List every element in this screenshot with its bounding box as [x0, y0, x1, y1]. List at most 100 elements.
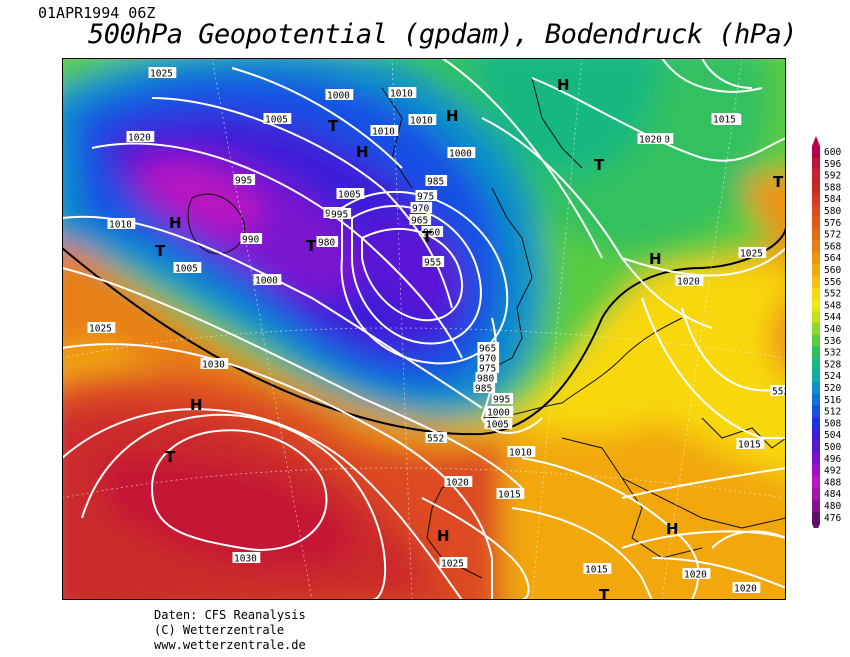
- legend-label: 572: [824, 230, 841, 241]
- svg-text:980: 980: [477, 374, 494, 385]
- legend-swatch: [812, 252, 820, 265]
- svg-text:1025: 1025: [89, 324, 112, 335]
- legend-label: 528: [824, 359, 841, 370]
- isobar-label: 1030: [232, 552, 261, 565]
- isobar-label: 1025: [148, 67, 177, 80]
- svg-text:1015: 1015: [713, 115, 736, 126]
- coastlines: [187, 77, 786, 579]
- isobar-label: 975: [415, 190, 438, 203]
- legend-swatch: [812, 323, 820, 336]
- legend-label: 508: [824, 418, 841, 429]
- data-source: Daten: CFS Reanalysis: [154, 608, 306, 622]
- isobar-label: 965: [409, 214, 432, 227]
- isobar-label: 1005: [484, 418, 513, 431]
- legend-swatch: [812, 370, 820, 383]
- svg-text:1000: 1000: [255, 276, 278, 287]
- isobar-label: 975: [477, 362, 500, 375]
- isobar-label: 1010: [388, 87, 417, 100]
- legend-swatch: [812, 417, 820, 430]
- legend-label: 492: [824, 466, 841, 477]
- isobar-label: 980: [475, 372, 498, 385]
- isobar-label: 1025: [439, 557, 468, 570]
- svg-text:552: 552: [772, 387, 786, 398]
- legend-arrow-bottom: [812, 523, 820, 528]
- isobar-label: 960: [421, 226, 444, 239]
- low-pressure-marker: T: [165, 448, 176, 466]
- low-pressure-marker: T: [594, 156, 605, 174]
- legend-label: 568: [824, 241, 841, 252]
- isobar-label: 1010: [408, 114, 437, 127]
- credits: Daten: CFS Reanalysis (C) Wetterzentrale…: [154, 608, 306, 653]
- isobar-label: 980: [316, 236, 339, 249]
- svg-text:1010: 1010: [509, 448, 532, 459]
- low-pressure-marker: T: [306, 237, 317, 255]
- isobar-label: 1010: [107, 218, 136, 231]
- isobars: [62, 58, 786, 600]
- chart-title: 500hPa Geopotential (gpdam), Bodendruck …: [88, 19, 798, 50]
- legend-label: 536: [824, 336, 841, 347]
- legend-swatch: [812, 216, 820, 230]
- svg-text:1005: 1005: [338, 190, 361, 201]
- isobar-label: 1030: [200, 358, 229, 371]
- svg-text:995: 995: [493, 395, 510, 406]
- isobar-label: 1020: [682, 568, 711, 581]
- legend-label: 480: [824, 501, 841, 512]
- svg-text:1030: 1030: [234, 554, 257, 565]
- legend-label: 556: [824, 277, 841, 288]
- isobar-label: 1015: [583, 563, 612, 576]
- svg-text:1000: 1000: [327, 91, 350, 102]
- svg-text:1025: 1025: [150, 69, 173, 80]
- isobar-label: 1005: [336, 188, 365, 201]
- legend-swatch: [812, 488, 820, 501]
- legend-swatch: [812, 157, 820, 171]
- isobar-label: 985: [425, 175, 448, 188]
- isobar-label: 1025: [738, 247, 767, 260]
- legend-swatch: [812, 299, 820, 312]
- legend-swatch: [812, 205, 820, 218]
- high-pressure-marker: H: [649, 250, 662, 268]
- svg-text:1000: 1000: [487, 408, 510, 419]
- svg-text:1020: 1020: [677, 277, 700, 288]
- legend-label: 504: [824, 430, 841, 441]
- isobar-label: 1000: [325, 89, 354, 102]
- svg-text:1005: 1005: [265, 115, 288, 126]
- svg-text:1015: 1015: [738, 440, 761, 451]
- pressure-labels: 1025100010101010995100010051020101098510…: [87, 67, 786, 595]
- legend-arrow-top: [812, 136, 820, 146]
- isobar-label: 1000: [253, 274, 282, 287]
- high-pressure-marker: H: [169, 214, 182, 232]
- isobar-label: 955: [422, 256, 445, 269]
- high-pressure-marker: H: [666, 520, 679, 538]
- svg-text:975: 975: [479, 364, 496, 375]
- isobar-label: 1025: [87, 322, 116, 335]
- legend-swatch: [812, 334, 820, 348]
- legend-swatch: [812, 193, 820, 206]
- isobar-label: 965: [477, 342, 500, 355]
- isobar-label: 995: [233, 174, 256, 187]
- svg-text:1015: 1015: [498, 490, 521, 501]
- legend-swatch: [812, 464, 820, 477]
- svg-text:995: 995: [235, 176, 252, 187]
- svg-text:1020: 1020: [734, 584, 757, 595]
- svg-text:990: 990: [242, 235, 259, 246]
- svg-text:965: 965: [479, 344, 496, 355]
- legend-label: 588: [824, 182, 841, 193]
- legend-swatch: [812, 240, 820, 253]
- legend-swatch: [812, 441, 820, 454]
- svg-text:1005: 1005: [486, 420, 509, 431]
- svg-text:1020: 1020: [684, 570, 707, 581]
- isobar-label: 1005: [173, 262, 202, 275]
- low-pressure-marker: T: [155, 242, 166, 260]
- isobar-label: 1010: [507, 446, 536, 459]
- svg-text:960: 960: [423, 228, 440, 239]
- isobar-label: 1015: [496, 488, 525, 501]
- low-pressure-marker: T: [773, 173, 784, 191]
- isobar-label: 1020: [126, 131, 155, 144]
- legend-label: 516: [824, 395, 841, 406]
- isobar-label: 1015: [711, 113, 740, 126]
- legend-label: 564: [824, 253, 841, 264]
- legend-label: 596: [824, 159, 841, 170]
- isobar-label: 552: [770, 385, 786, 398]
- legend-swatch: [812, 358, 820, 371]
